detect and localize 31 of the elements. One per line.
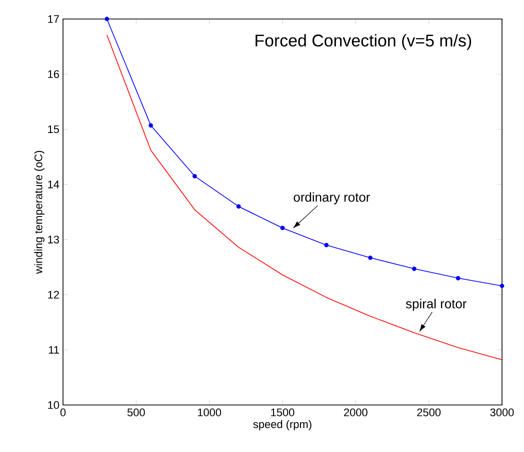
x-tick-label: 500 (127, 408, 145, 416)
y-tick-label: 10 (48, 401, 60, 409)
point (456, 276, 460, 280)
x-tick-label: 2500 (417, 408, 441, 416)
y-tick-label: 16 (48, 70, 59, 78)
point (104, 16, 110, 22)
point (500, 284, 504, 288)
y-tick-label: 13 (48, 236, 59, 244)
point (148, 123, 153, 128)
x-axis-title: speed (rpm) (253, 420, 312, 430)
y-tick-label: 15 (48, 125, 60, 134)
x-tick-label: 2000 (344, 408, 368, 416)
y-tick-label: 14 (48, 180, 60, 188)
series-label: spiral rotor (406, 298, 467, 311)
text: Forced Convection (v=5 m/s) (256, 34, 472, 50)
x-tick-label: 1500 (271, 408, 294, 416)
point (280, 226, 285, 230)
line-series (106, 34, 502, 360)
y-axis-title: winding temperature (oC) (34, 150, 44, 274)
point (192, 174, 197, 178)
x-tick-label: 3000 (490, 408, 514, 416)
point (412, 266, 416, 271)
point (324, 242, 329, 248)
y-tick-label: 12 (48, 290, 59, 299)
series-label: ordinary rotor (294, 192, 370, 204)
y-tick-label: 11 (48, 346, 59, 354)
point (236, 204, 241, 209)
x-tick-label: 1000 (198, 408, 222, 416)
x-tick-label: 0 (60, 408, 66, 416)
point (368, 256, 372, 260)
y-tick-label: 17 (48, 15, 59, 23)
